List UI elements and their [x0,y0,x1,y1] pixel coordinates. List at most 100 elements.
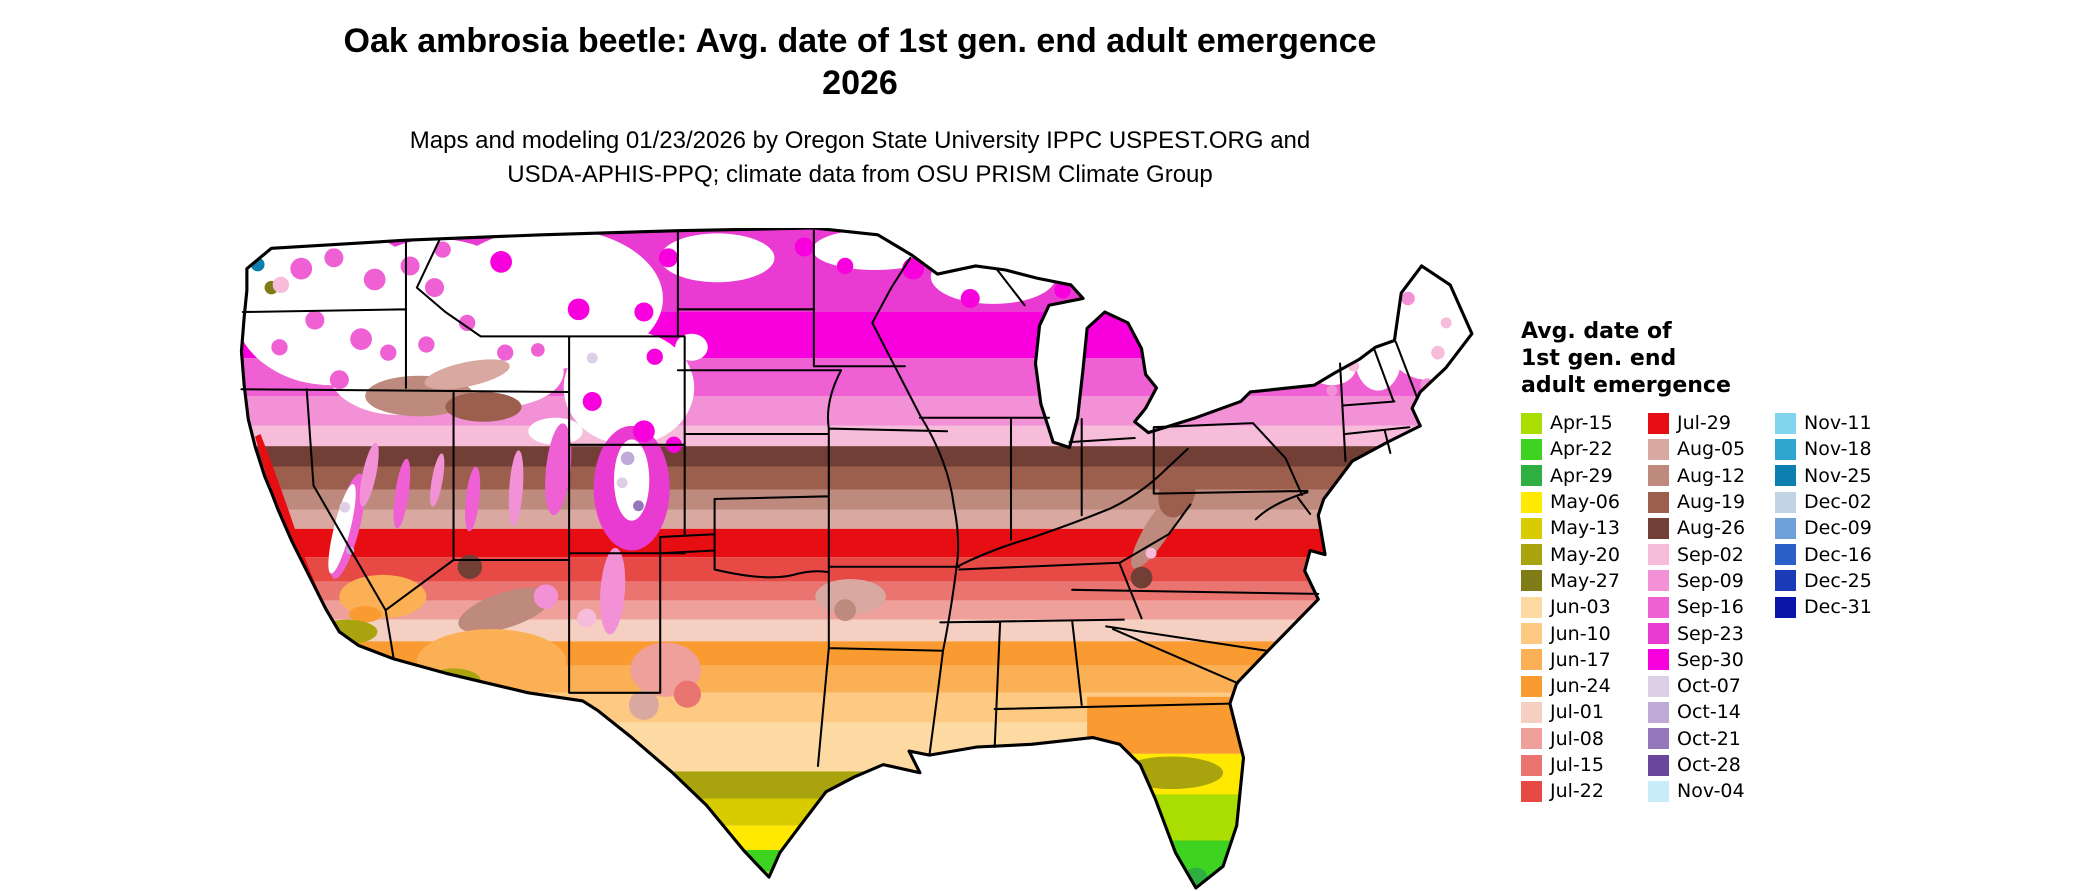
legend-item: Nov-11 [1775,410,1902,436]
legend-swatch [1775,465,1796,487]
legend-swatch [1648,701,1669,723]
us-map [239,228,1474,890]
legend-label: Dec-25 [1804,569,1872,592]
legend-label: Aug-12 [1677,464,1746,487]
legend-swatch [1648,438,1669,460]
legend-title-line1: Avg. date of [1521,319,1672,344]
legend-label: Dec-09 [1804,517,1872,540]
legend-swatch [1648,649,1669,671]
legend-item: Aug-12 [1648,463,1775,489]
legend-label: Aug-19 [1677,491,1746,514]
legend-swatch [1775,544,1796,566]
regional-patches [242,359,1255,888]
legend-swatch [1521,649,1542,671]
legend-item: Sep-23 [1648,620,1775,646]
legend-item: Jul-29 [1648,410,1775,436]
legend-swatch [1648,570,1669,592]
legend-label: May-27 [1550,569,1620,592]
legend-item: May-20 [1521,541,1648,567]
legend-label: Nov-04 [1677,780,1745,803]
legend-label: Jul-22 [1550,780,1604,803]
legend-item: Dec-02 [1775,489,1902,515]
legend-label: Aug-05 [1677,438,1746,461]
legend-label: Sep-30 [1677,648,1744,671]
legend-item: Jul-01 [1521,699,1648,725]
legend-item: Aug-19 [1648,489,1775,515]
speckle-detail [250,237,1452,555]
legend-label: Sep-16 [1677,596,1744,619]
page-subtitle-line2: USDA-APHIS-PPQ; climate data from OSU PR… [507,161,1213,188]
legend-item: Oct-14 [1648,699,1775,725]
legend-label: May-20 [1550,543,1620,566]
legend-item: Oct-28 [1648,752,1775,778]
legend-item: Jun-24 [1521,673,1648,699]
legend-item: Jul-15 [1521,752,1648,778]
legend-label: Sep-23 [1677,622,1744,645]
legend-swatch [1648,728,1669,750]
legend-item: Dec-09 [1775,515,1902,541]
legend-item: Apr-29 [1521,463,1648,489]
legend-item: Oct-21 [1648,726,1775,752]
legend-swatch [1775,570,1796,592]
legend-item: Sep-02 [1648,541,1775,567]
legend-swatch [1521,570,1542,592]
page-subtitle: Maps and modeling 01/23/2026 by Oregon S… [0,124,1720,192]
legend-label: Jun-03 [1550,596,1611,619]
legend-label: Jun-24 [1550,675,1611,698]
legend-label: Oct-21 [1677,727,1741,750]
legend-label: Dec-02 [1804,491,1872,514]
legend-label: Oct-14 [1677,701,1741,724]
legend-label: Nov-25 [1804,464,1872,487]
map-fill-raster [241,228,1472,888]
legend-label: Aug-26 [1677,517,1746,540]
legend-item: Jun-17 [1521,647,1648,673]
legend-swatch [1648,491,1669,513]
legend-item: Dec-25 [1775,568,1902,594]
legend-swatch [1775,491,1796,513]
legend-label: Sep-09 [1677,569,1744,592]
legend-swatch [1648,623,1669,645]
legend-swatch [1648,544,1669,566]
legend-label: Dec-16 [1804,543,1872,566]
page-title: Oak ambrosia beetle: Avg. date of 1st ge… [0,20,1720,104]
legend-label: Oct-28 [1677,754,1741,776]
legend-swatch [1521,701,1542,723]
legend-item: Sep-16 [1648,594,1775,620]
legend-column-3: Nov-11 Nov-18 Nov-25 Dec-02 Dec-09 Dec-16 Dec-… [1775,410,1902,804]
legend-swatch [1521,491,1542,513]
legend-item: Aug-05 [1648,436,1775,462]
legend-swatch [1521,517,1542,539]
legend-item: May-27 [1521,568,1648,594]
page-subtitle-line1: Maps and modeling 01/23/2026 by Oregon S… [409,127,1311,154]
legend-item: Nov-04 [1648,778,1775,804]
legend-item: Apr-22 [1521,436,1648,462]
legend-swatch [1521,623,1542,645]
legend-item: May-06 [1521,489,1648,515]
legend-item: Dec-31 [1775,594,1902,620]
legend-label: Sep-02 [1677,543,1744,566]
legend-label: May-13 [1550,517,1620,540]
legend-swatch [1521,675,1542,697]
legend-swatch [1648,465,1669,487]
legend-swatch [1521,754,1542,776]
legend-item: Nov-18 [1775,436,1902,462]
legend-swatch [1521,544,1542,566]
legend-swatch [1648,517,1669,539]
legend-label: May-06 [1550,491,1620,514]
legend-label: Jun-17 [1550,648,1611,671]
legend-title: Avg. date of 1st gen. end adult emergenc… [1521,318,2041,399]
legend-swatch [1521,780,1542,802]
legend-item: Jun-03 [1521,594,1648,620]
legend-column-1: Apr-15 Apr-22 Apr-29 May-06 May-13 May-20 May-… [1521,410,1648,804]
legend-swatch [1521,728,1542,750]
legend-swatch [1648,780,1669,802]
legend-item: Jul-22 [1521,778,1648,804]
legend-item: Nov-25 [1775,463,1902,489]
legend-title-line2: 1st gen. end [1521,346,1677,371]
legend-label: Jul-29 [1677,412,1731,435]
legend-label: Apr-15 [1550,412,1613,435]
legend-item: Apr-15 [1521,410,1648,436]
legend-label: Nov-18 [1804,438,1872,461]
legend-columns: Apr-15 Apr-22 Apr-29 May-06 May-13 May-20 May-… [1521,410,2041,804]
